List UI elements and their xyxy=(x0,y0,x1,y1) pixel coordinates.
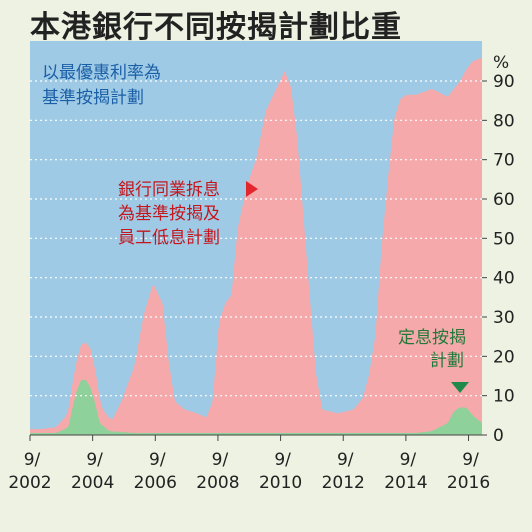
y-tick-label: 40 xyxy=(493,269,515,289)
annotation-hibor-line-3: 員工低息計劃 xyxy=(118,228,220,248)
y-tick-label: 70 xyxy=(493,151,515,171)
x-tick-label-year: 2004 xyxy=(71,473,114,493)
annotation-fixed-line-2: 計劃 xyxy=(430,351,464,371)
hibor-pointer-triangle-icon xyxy=(246,181,258,197)
annotation-prime: 以最優惠利率為 基準按揭計劃 xyxy=(42,63,161,108)
x-tick-label-year: 2002 xyxy=(8,473,51,493)
series-area-fixed xyxy=(30,379,482,435)
y-axis: 0 10 20 30 40 50 60 70 80 90 xyxy=(482,72,515,446)
y-tick-label: 50 xyxy=(493,229,515,249)
y-axis-unit-label: % xyxy=(493,53,509,73)
x-axis: 9/2002 9/2004 9/2006 9/2008 9/2010 9/2012 9/20… xyxy=(8,435,490,493)
x-tick-label-month: 9/ xyxy=(212,450,229,470)
series-area-hibor xyxy=(30,57,482,436)
annotation-hibor-line-1: 銀行同業拆息 xyxy=(118,180,220,200)
x-tick-label-year: 2006 xyxy=(134,473,177,493)
y-tick-label: 20 xyxy=(493,347,515,367)
x-tick-label-month: 9/ xyxy=(86,450,103,470)
x-tick-label-month: 9/ xyxy=(337,450,354,470)
annotation-hibor-line-2: 為基準按揭及 xyxy=(118,204,220,224)
annotation-fixed-line-1: 定息按揭 xyxy=(398,328,466,348)
annotation-fixed: 定息按揭 計劃 xyxy=(398,328,466,371)
chart-title: 本港銀行不同按揭計劃比重 xyxy=(30,10,402,45)
annotation-prime-line-2: 基準按揭計劃 xyxy=(42,88,144,108)
annotation-prime-line-1: 以最優惠利率為 xyxy=(42,63,161,83)
x-tick-label-month: 9/ xyxy=(149,450,166,470)
annotation-hibor: 銀行同業拆息 為基準按揭及 員工低息計劃 xyxy=(118,180,220,248)
y-tick-label: 0 xyxy=(493,426,504,446)
x-tick-label-month: 9/ xyxy=(24,450,41,470)
y-tick-label: 80 xyxy=(493,111,515,131)
x-tick-label-month: 9/ xyxy=(400,450,417,470)
x-tick-label-year: 2008 xyxy=(196,473,239,493)
y-tick-label: 60 xyxy=(493,190,515,210)
y-tick-label: 90 xyxy=(493,72,515,92)
x-tick-label-year: 2014 xyxy=(384,473,427,493)
y-tick-label: 30 xyxy=(493,308,515,328)
fixed-pointer-triangle-icon xyxy=(451,382,469,393)
y-tick-label: 10 xyxy=(493,387,515,407)
x-tick-label-month: 9/ xyxy=(274,450,291,470)
x-tick-label-month: 9/ xyxy=(462,450,479,470)
x-tick-label-year: 2010 xyxy=(259,473,302,493)
gridlines xyxy=(30,80,482,397)
x-tick-label-year: 2016 xyxy=(447,473,490,493)
x-tick-label-year: 2012 xyxy=(322,473,365,493)
